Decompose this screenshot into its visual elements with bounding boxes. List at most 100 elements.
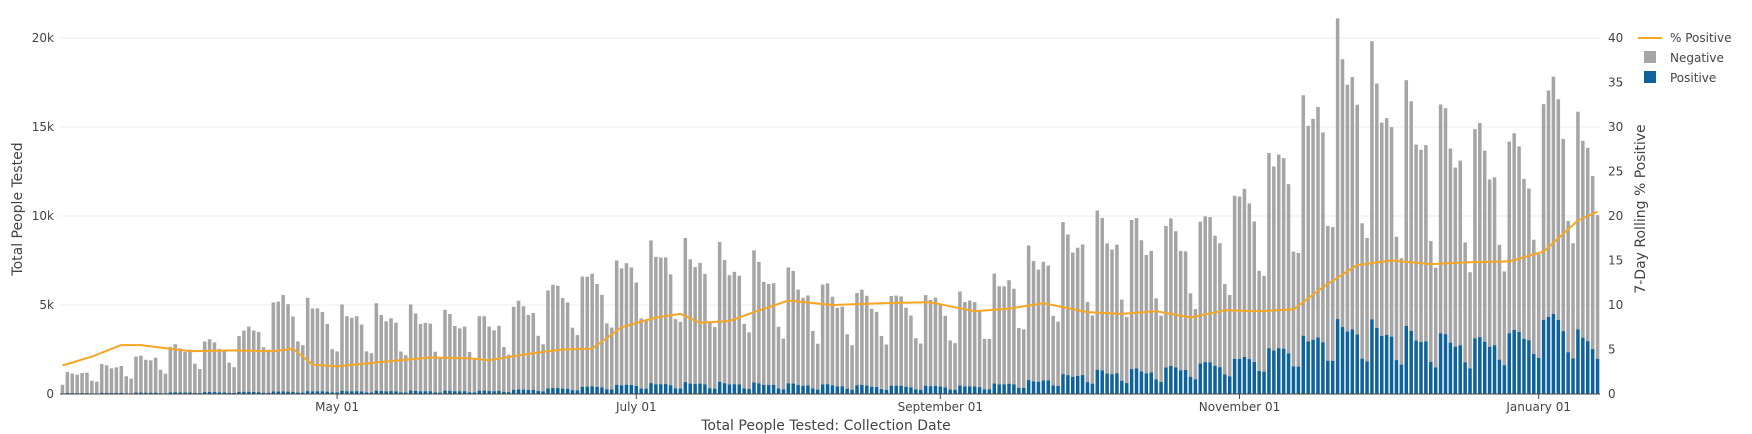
bar-negative[interactable] (766, 284, 771, 385)
bar-negative[interactable] (521, 306, 526, 390)
bar-positive[interactable] (227, 392, 231, 394)
bar-negative[interactable] (811, 331, 815, 389)
bar-negative[interactable] (1458, 160, 1462, 346)
bar-negative[interactable] (163, 373, 168, 394)
bar-positive[interactable] (251, 391, 256, 394)
bar-negative[interactable] (1507, 141, 1512, 334)
bar-positive[interactable] (708, 388, 712, 394)
bar-negative[interactable] (693, 267, 697, 385)
bar-positive[interactable] (394, 391, 398, 394)
bar-negative[interactable] (1375, 83, 1379, 328)
bar-negative[interactable] (1581, 140, 1585, 338)
bar-negative[interactable] (1056, 321, 1060, 386)
bar-negative[interactable] (796, 289, 800, 386)
bar-negative[interactable] (183, 351, 187, 393)
bar-negative[interactable] (1124, 316, 1129, 384)
bar-negative[interactable] (1340, 59, 1345, 328)
bar-positive[interactable] (791, 383, 795, 394)
bar-positive[interactable] (1100, 370, 1104, 394)
bar-negative[interactable] (359, 324, 364, 392)
bar-negative[interactable] (609, 327, 614, 390)
bar-negative[interactable] (482, 316, 487, 391)
bar-negative[interactable] (1257, 270, 1261, 371)
bar-negative[interactable] (1173, 231, 1178, 368)
bar-negative[interactable] (1061, 222, 1065, 375)
bar-negative[interactable] (1085, 301, 1090, 383)
bar-negative[interactable] (987, 338, 992, 390)
bar-positive[interactable] (1429, 361, 1433, 394)
bar-negative[interactable] (1433, 267, 1438, 368)
bar-negative[interactable] (467, 351, 472, 393)
bar-negative[interactable] (1487, 179, 1492, 347)
bar-negative[interactable] (1502, 271, 1507, 366)
bar-negative[interactable] (256, 332, 261, 393)
bar-positive[interactable] (1169, 365, 1173, 394)
bar-positive[interactable] (982, 389, 987, 394)
bar-positive[interactable] (1306, 341, 1310, 394)
bar-negative[interactable] (575, 335, 580, 391)
bar-negative[interactable] (502, 347, 506, 392)
bar-positive[interactable] (188, 392, 192, 394)
bar-positive[interactable] (1321, 342, 1325, 394)
bar-negative[interactable] (281, 294, 285, 392)
bar-negative[interactable] (139, 355, 143, 393)
bar-negative[interactable] (997, 286, 1001, 385)
bar-positive[interactable] (438, 392, 442, 394)
bar-positive[interactable] (301, 392, 305, 394)
bar-positive[interactable] (364, 392, 369, 394)
bar-positive[interactable] (359, 391, 364, 394)
bar-negative[interactable] (335, 351, 339, 393)
bar-positive[interactable] (109, 392, 114, 394)
bar-positive[interactable] (1173, 367, 1178, 394)
bar-negative[interactable] (865, 295, 869, 386)
bar-negative[interactable] (448, 314, 452, 391)
bar-negative[interactable] (207, 339, 212, 392)
bar-positive[interactable] (698, 383, 702, 394)
bar-negative[interactable] (801, 297, 805, 386)
bar-positive[interactable] (1203, 362, 1207, 394)
bar-negative[interactable] (747, 332, 751, 390)
bar-positive[interactable] (1379, 335, 1384, 394)
bar-positive[interactable] (1330, 360, 1335, 394)
bar-negative[interactable] (291, 316, 295, 392)
bar-positive[interactable] (1551, 313, 1556, 394)
bar-negative[interactable] (1247, 203, 1252, 360)
bar-positive[interactable] (703, 384, 707, 394)
bar-negative[interactable] (624, 263, 629, 385)
bar-positive[interactable] (1281, 348, 1286, 394)
bar-negative[interactable] (712, 327, 717, 389)
bar-negative[interactable] (673, 319, 678, 389)
bar-positive[interactable] (413, 390, 418, 394)
bar-negative[interactable] (732, 271, 737, 385)
bar-negative[interactable] (1178, 250, 1183, 371)
bar-negative[interactable] (1546, 90, 1551, 317)
bar-negative[interactable] (75, 374, 79, 394)
bar-positive[interactable] (1267, 348, 1271, 394)
bar-positive[interactable] (403, 392, 408, 394)
bar-positive[interactable] (521, 389, 526, 394)
bar-negative[interactable] (232, 367, 236, 393)
bar-negative[interactable] (894, 295, 898, 386)
bar-negative[interactable] (1443, 108, 1448, 335)
bar-negative[interactable] (202, 341, 207, 393)
bar-positive[interactable] (497, 390, 501, 394)
bar-positive[interactable] (335, 392, 339, 394)
bar-negative[interactable] (1242, 188, 1247, 358)
bar-negative[interactable] (678, 321, 683, 389)
bar-positive[interactable] (276, 391, 281, 394)
bar-positive[interactable] (1071, 376, 1075, 394)
bar-negative[interactable] (909, 315, 913, 388)
bar-negative[interactable] (394, 322, 398, 392)
bar-positive[interactable] (786, 383, 791, 394)
bar-positive[interactable] (1262, 371, 1266, 394)
bar-negative[interactable] (320, 311, 325, 392)
bar-positive[interactable] (1021, 387, 1026, 394)
bar-positive[interactable] (624, 384, 629, 394)
bar-positive[interactable] (1129, 369, 1134, 394)
bar-positive[interactable] (806, 385, 810, 394)
bar-negative[interactable] (1463, 242, 1467, 363)
bar-positive[interactable] (457, 391, 462, 394)
bar-positive[interactable] (742, 388, 746, 394)
bar-negative[interactable] (663, 257, 668, 385)
bar-positive[interactable] (918, 389, 923, 394)
